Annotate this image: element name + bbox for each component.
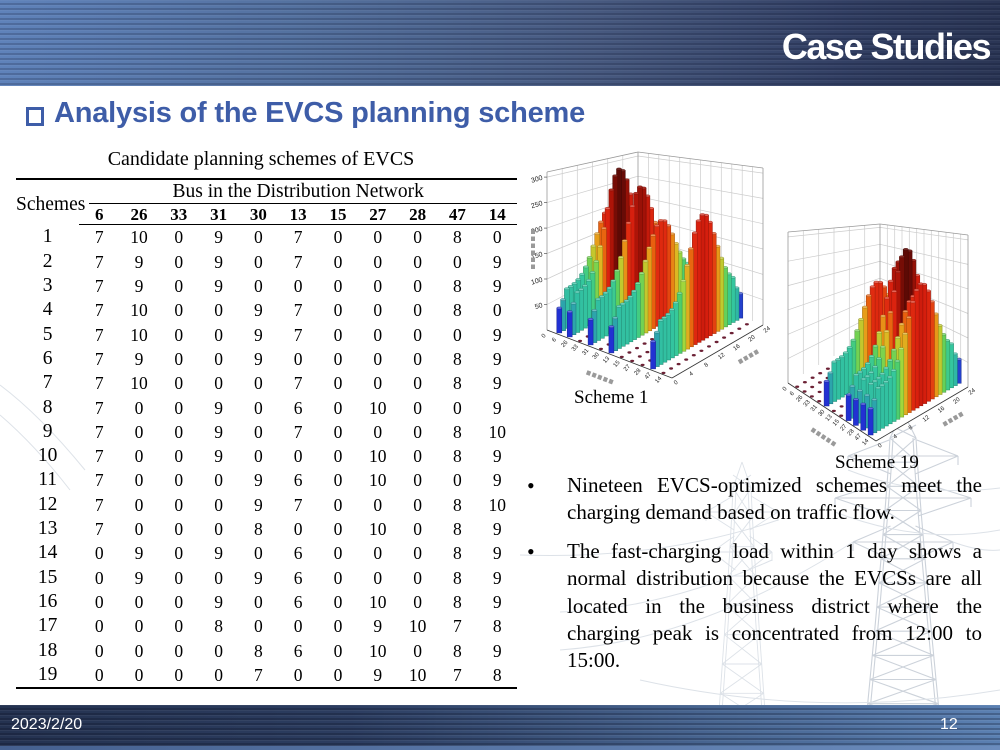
svg-text:16: 16 [937, 405, 946, 414]
svg-text:28: 28 [634, 367, 643, 376]
svg-text:0: 0 [541, 333, 548, 340]
svg-text:33: 33 [803, 399, 812, 408]
svg-text:30: 30 [817, 409, 826, 418]
svg-text:13: 13 [825, 413, 834, 422]
svg-text:20: 20 [748, 334, 757, 343]
svg-text:14: 14 [654, 375, 663, 384]
svg-text:27: 27 [623, 363, 632, 372]
svg-text:15: 15 [832, 418, 841, 427]
svg-text:0: 0 [782, 386, 789, 393]
svg-text:26: 26 [561, 339, 570, 348]
svg-text:47: 47 [854, 433, 863, 442]
svg-text:4: 4 [893, 433, 900, 440]
svg-text:300: 300 [530, 175, 543, 185]
svg-text:6: 6 [789, 390, 796, 397]
svg-text:100: 100 [530, 277, 543, 287]
svg-text:6: 6 [551, 337, 558, 344]
svg-text:13: 13 [602, 355, 611, 364]
svg-text:250: 250 [530, 200, 543, 210]
svg-text:4: 4 [688, 371, 695, 378]
svg-text:8: 8 [704, 362, 711, 369]
svg-text:31: 31 [810, 404, 819, 413]
svg-text:8: 8 [908, 424, 915, 431]
svg-text:26: 26 [795, 394, 804, 403]
svg-text:24: 24 [763, 325, 772, 334]
svg-text:15: 15 [613, 359, 622, 368]
svg-text:27: 27 [839, 423, 848, 432]
svg-text:150: 150 [530, 251, 543, 261]
svg-text:20: 20 [953, 396, 962, 405]
svg-text:28: 28 [847, 428, 856, 437]
svg-text:47: 47 [644, 371, 653, 380]
svg-text:200: 200 [530, 226, 543, 236]
svg-text:14: 14 [861, 438, 870, 447]
svg-text:50: 50 [534, 302, 544, 311]
svg-text:24: 24 [968, 387, 977, 396]
svg-text:0: 0 [673, 379, 680, 386]
svg-text:33: 33 [571, 343, 580, 352]
svg-text:12: 12 [717, 352, 726, 361]
svg-text:31: 31 [581, 347, 590, 356]
svg-text:16: 16 [733, 343, 742, 352]
svg-text:0: 0 [877, 442, 884, 449]
svg-text:12: 12 [922, 414, 931, 423]
svg-text:30: 30 [592, 351, 601, 360]
